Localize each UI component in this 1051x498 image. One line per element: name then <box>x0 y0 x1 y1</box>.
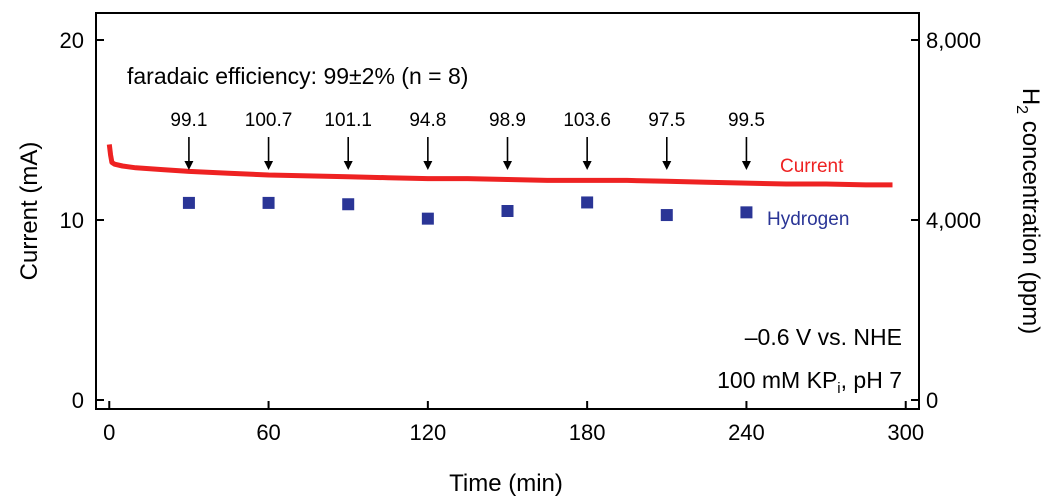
condition-line-2-rest: , pH 7 <box>841 367 902 393</box>
y-right-tick-label: 0 <box>926 388 938 413</box>
y-axis-right-title-sub: 2 <box>1013 105 1030 114</box>
annotation-arrow-head <box>343 161 353 170</box>
x-tick-label: 120 <box>409 420 446 445</box>
hydrogen-point <box>421 212 434 225</box>
hydrogen-point <box>660 209 673 222</box>
x-axis-title: Time (min) <box>449 470 563 497</box>
y-axis-left-title: Current (mA) <box>16 142 43 281</box>
hydrogen-point <box>182 196 195 209</box>
annotation-arrow-head <box>503 161 512 170</box>
chart-header: faradaic efficiency: 99±2% (n = 8) <box>127 63 468 89</box>
current-series-line <box>106 144 893 188</box>
x-tick-label: 300 <box>887 420 924 445</box>
annotation-arrow-head <box>662 161 672 170</box>
hydrogen-point <box>740 206 753 219</box>
y-axis-right-title: H2 concentration (ppm) <box>1013 88 1044 334</box>
plot-frame <box>95 12 920 410</box>
annotation-arrow-head <box>423 161 433 170</box>
annotation-arrow-head <box>184 161 194 170</box>
x-tick-label: 180 <box>569 420 606 445</box>
hydrogen-point <box>501 205 514 217</box>
y-axis-right-title-main: H <box>1017 88 1044 105</box>
faradaic-efficiency-label: 97.5 <box>648 110 685 131</box>
legend-label-current: Current <box>780 156 844 177</box>
y-left-tick-label: 10 <box>60 208 84 233</box>
faradaic-efficiency-label: 101.1 <box>324 110 372 131</box>
faradaic-efficiency-label: 103.6 <box>563 110 611 131</box>
annotation-arrow-head <box>264 161 274 170</box>
faradaic-efficiency-label: 99.1 <box>170 110 207 131</box>
annotation-layer: 99.1 100.7 101.1 94.8 98.9 103.6 97.5 99.5 <box>170 110 765 170</box>
faradaic-efficiency-label: 99.5 <box>728 110 765 131</box>
annotation-arrow-head <box>741 161 751 170</box>
y-right-tick-label: 8,000 <box>926 28 981 53</box>
annotation-arrow-head <box>582 161 592 170</box>
legend-label-hydrogen: Hydrogen <box>767 209 849 230</box>
y-left-tick-label: 0 <box>72 388 84 413</box>
y-axis-right-title-rest: concentration (ppm) <box>1017 114 1044 334</box>
hydrogen-point <box>262 196 275 209</box>
y-right-tick-label: 4,000 <box>926 208 981 233</box>
faradaic-efficiency-label: 94.8 <box>409 110 446 131</box>
condition-line-2: 100 mM KPi, pH 7 <box>717 367 902 397</box>
x-tick-label: 0 <box>103 420 115 445</box>
x-tick-label: 240 <box>728 420 765 445</box>
condition-line-2-main: 100 mM KP <box>717 367 837 393</box>
faradaic-efficiency-label: 98.9 <box>489 110 526 131</box>
x-tick-label: 60 <box>256 420 280 445</box>
faradaic-efficiency-label: 100.7 <box>245 110 293 131</box>
y-left-tick-label: 20 <box>60 28 84 53</box>
condition-line-1: –0.6 V vs. NHE <box>745 324 902 350</box>
series-layer <box>106 144 893 225</box>
condition-line-2-sub: i <box>837 380 840 397</box>
hydrogen-point <box>342 198 355 211</box>
hydrogen-point <box>581 196 594 209</box>
